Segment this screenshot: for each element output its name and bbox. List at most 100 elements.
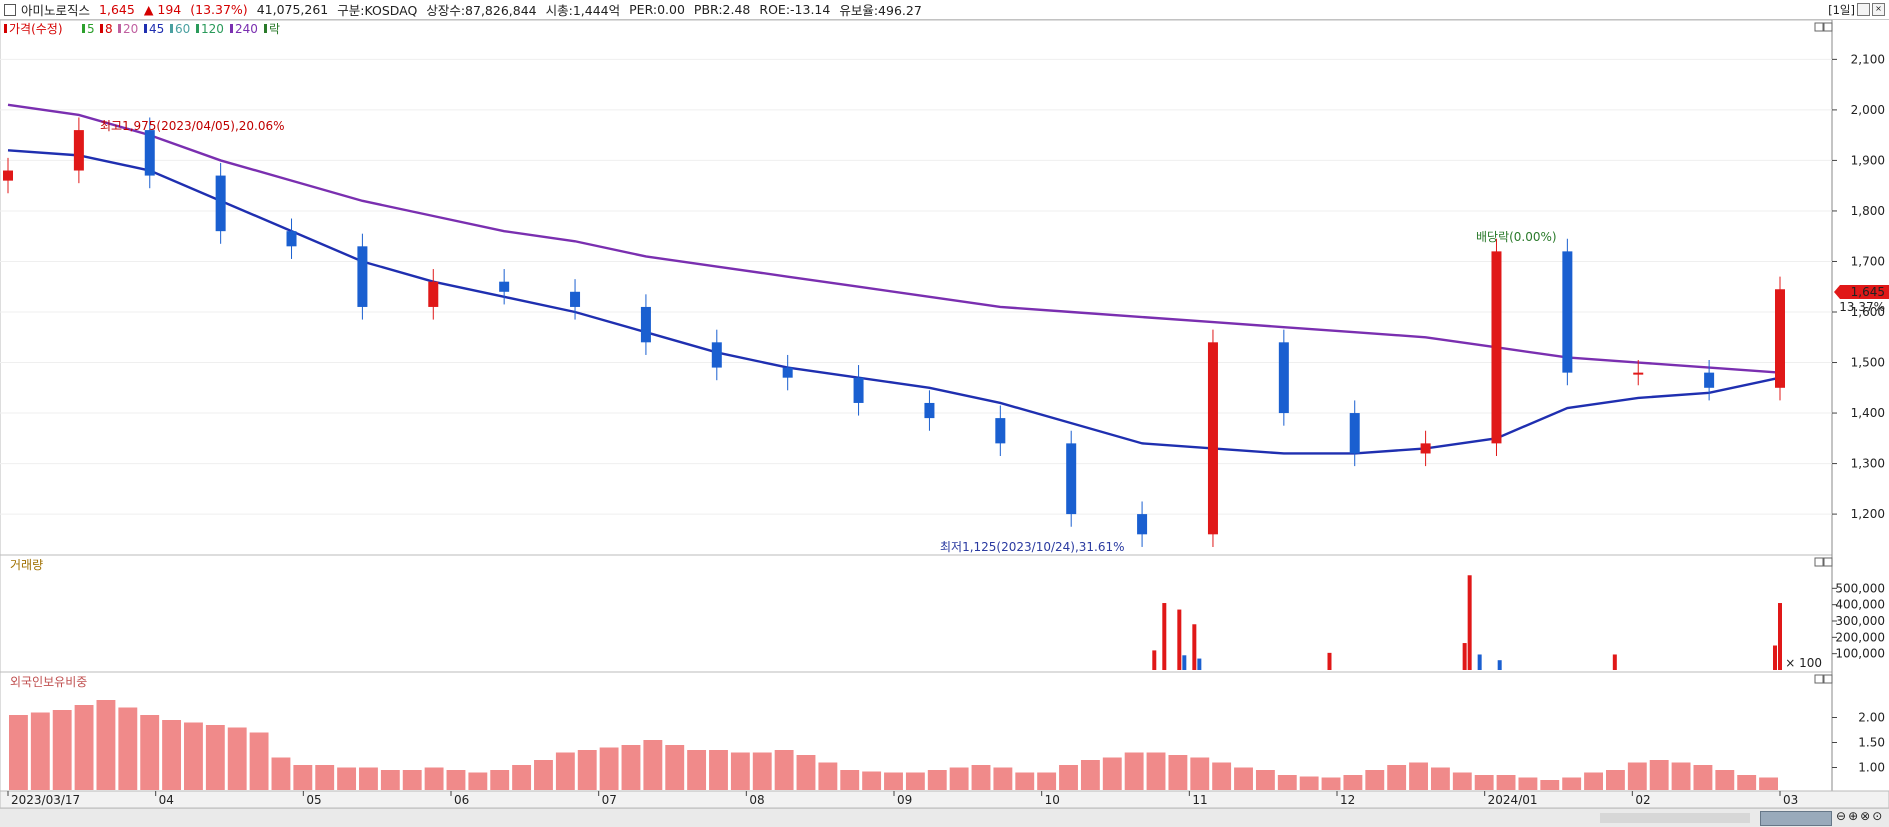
volume-panel-close-icon[interactable]: [1823, 557, 1833, 567]
candle-body: [1704, 372, 1715, 388]
foreign-bar: [1190, 757, 1210, 790]
foreign-tick-label: 2.00: [1858, 711, 1885, 725]
ma-legend: 가격(수정) 5 8 20 45 60 120 240 락: [4, 22, 280, 36]
foreign-bar: [446, 770, 466, 790]
foreign-bar: [555, 752, 575, 790]
date-tick-label: 05: [306, 793, 321, 807]
zoom-fit-icon[interactable]: ⊙: [1872, 809, 1883, 823]
market-cap-label: 시총:1,444억: [545, 3, 621, 18]
foreign-panel-close-icon[interactable]: [1823, 674, 1833, 684]
foreign-bar: [1430, 767, 1450, 790]
period-selector[interactable]: [1일]: [1828, 3, 1855, 17]
date-tick-label: 2024/01: [1488, 793, 1538, 807]
candle-body: [286, 231, 297, 247]
date-tick-label: 03: [1783, 793, 1798, 807]
foreign-bar: [1737, 775, 1757, 790]
market-label: 구분:KOSDAQ: [337, 3, 418, 18]
foreign-panel-maximize-icon[interactable]: [1814, 674, 1824, 684]
foreign-bar: [577, 750, 597, 790]
maximize-icon[interactable]: [1857, 3, 1870, 16]
candle-body: [1137, 514, 1148, 535]
legend-swatch: [170, 24, 173, 33]
foreign-bar: [1584, 772, 1603, 790]
volume-bar: [1467, 575, 1472, 670]
date-tick-label: 08: [749, 793, 764, 807]
foreign-bar: [140, 715, 160, 790]
volume-tick-label: 500,000: [1835, 581, 1885, 595]
foreign-bar: [1496, 775, 1516, 790]
price-panel-close-icon[interactable]: [1823, 22, 1833, 32]
foreign-bar: [818, 762, 838, 790]
candle-body: [3, 170, 13, 181]
foreign-bar: [1649, 760, 1669, 790]
legend-ma-8: 8: [105, 22, 113, 36]
foreign-bar: [534, 760, 553, 790]
foreign-bar: [993, 767, 1013, 790]
scroll-track[interactable]: [1600, 813, 1750, 823]
candle-body: [995, 418, 1006, 444]
window-buttons: ×: [1857, 3, 1885, 16]
price-badge-pct: 13.37%: [1839, 300, 1885, 314]
volume-panel-title: 거래량: [10, 558, 43, 572]
zoom-tools: ⊖ ⊕ ⊗ ⊙: [1836, 809, 1882, 823]
candle-body: [640, 306, 651, 343]
close-icon[interactable]: ×: [1872, 3, 1885, 16]
price-panel-maximize-icon[interactable]: [1814, 22, 1824, 32]
price-change: ▲ 194: [143, 2, 182, 17]
candle-body: [73, 130, 84, 171]
legend-ma-45: 45: [149, 22, 164, 36]
foreign-bar: [184, 722, 203, 790]
scroll-thumb[interactable]: [1760, 811, 1832, 826]
legend-ma-5: 5: [87, 22, 95, 36]
volume-panel-maximize-icon[interactable]: [1814, 557, 1824, 567]
horizontal-scrollbar[interactable]: ⊖ ⊕ ⊗ ⊙: [0, 808, 1889, 827]
volume-bar: [1772, 645, 1777, 670]
zoom-in-icon[interactable]: ⊕: [1848, 809, 1859, 823]
volume-bar: [1177, 609, 1182, 670]
foreign-bar: [52, 710, 72, 790]
foreign-bar: [905, 772, 925, 790]
foreign-bar: [971, 765, 991, 790]
title-bar: 아미노로직스 1,645 ▲ 194 (13.37%) 41,075,261 구…: [0, 0, 1889, 20]
foreign-bar: [621, 745, 641, 790]
panel-checkbox[interactable]: [4, 3, 16, 16]
foreign-bar: [796, 755, 816, 790]
float-ratio-label: 유보율:496.27: [839, 3, 922, 18]
volume-panel: [0, 554, 1833, 673]
foreign-bar: [9, 715, 28, 790]
candle-body: [1420, 443, 1431, 454]
candle-body: [570, 291, 581, 307]
volume-value: 41,075,261: [256, 2, 329, 17]
volume-bar: [1497, 660, 1502, 670]
price-tick-label: 1,200: [1851, 507, 1885, 521]
volume-bar: [1192, 624, 1197, 670]
price-panel: [0, 19, 1833, 556]
stock-name[interactable]: 아미노로직스: [21, 3, 91, 18]
stock-chart[interactable]: 가격(수정) 5 8 20 45 60 120 240 락 2,100 2,000 1,900 1,…: [0, 0, 1889, 808]
candle-body: [782, 367, 793, 378]
foreign-bar: [1627, 762, 1647, 790]
foreign-bar: [1562, 777, 1582, 790]
foreign-bar: [162, 720, 182, 790]
zoom-out-icon[interactable]: ⊖: [1836, 809, 1847, 823]
zoom-reset-icon[interactable]: ⊗: [1860, 809, 1871, 823]
foreign-bar: [949, 767, 969, 790]
legend-swatch: [264, 24, 267, 33]
dividend-annotation: 배당락(0.00%): [1476, 230, 1557, 244]
foreign-bar: [1715, 770, 1735, 790]
volume-tick-label: 300,000: [1835, 614, 1885, 628]
foreign-bar: [1212, 762, 1232, 790]
price-tick-label: 1,700: [1851, 254, 1885, 268]
foreign-bar: [424, 767, 444, 790]
candle-body: [1278, 342, 1289, 414]
legend-ma-60: 60: [175, 22, 190, 36]
foreign-bar: [1540, 780, 1560, 790]
foreign-bar: [380, 770, 400, 790]
foreign-bar: [1387, 765, 1407, 790]
foreign-bar: [709, 750, 728, 790]
price-tick-label: 1,300: [1851, 457, 1885, 471]
foreign-bar: [1124, 752, 1144, 790]
foreign-bar: [1671, 762, 1691, 790]
candle-body: [1633, 372, 1644, 375]
date-tick-label: 2023/03/17: [11, 793, 80, 807]
